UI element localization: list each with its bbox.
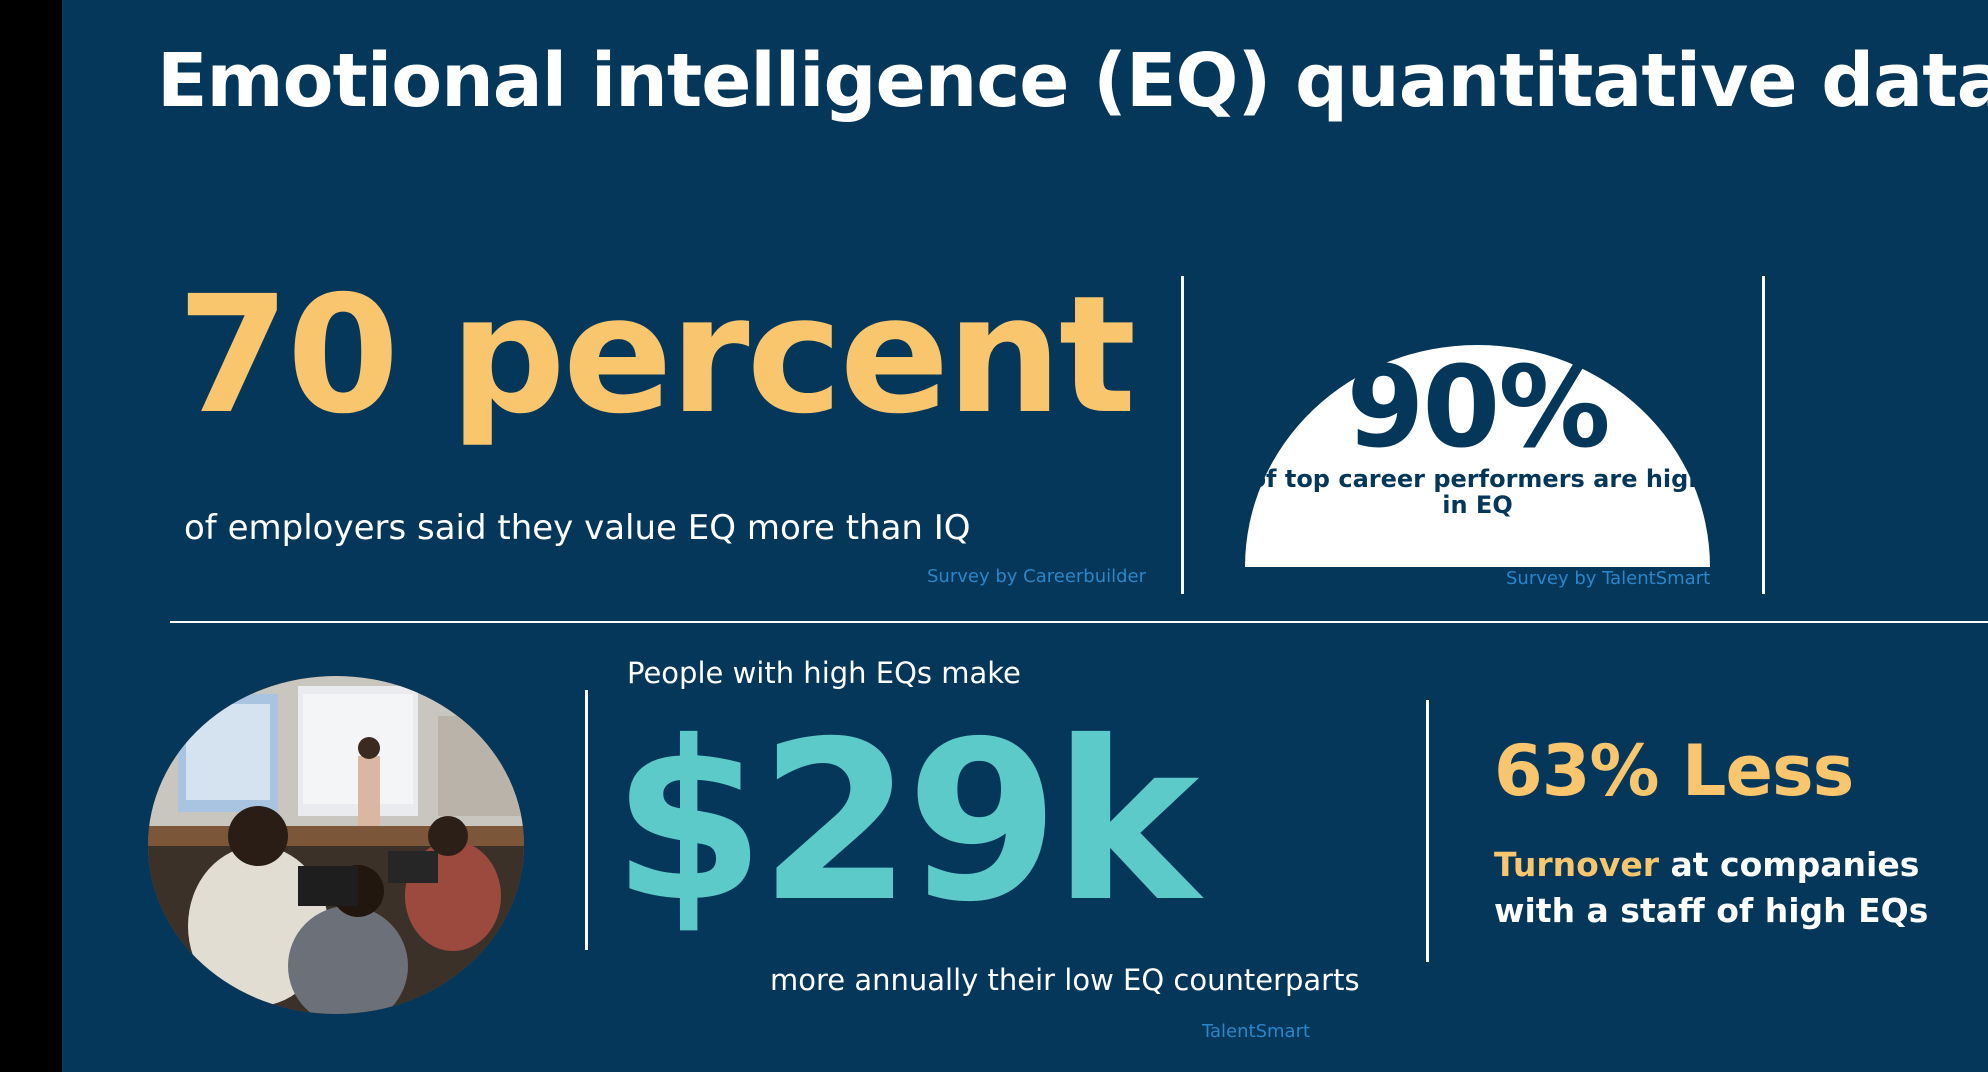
talentsmart-source-note: TalentSmart: [1202, 1021, 1311, 1042]
turnover-highlight: Turnover: [1494, 845, 1659, 884]
classroom-photo-illustration: [148, 676, 524, 1014]
stat-90-percent-value: 90%: [1346, 343, 1610, 473]
stat-70-percent-value: 70 percent: [177, 262, 1136, 450]
talentsmart-survey-source-note: Survey by TalentSmart: [1506, 568, 1711, 589]
stat-90-percent-description: of top career performers are high in EQ: [1249, 465, 1706, 520]
stat-63-percent-value: 63% Less: [1494, 730, 1854, 812]
vertical-divider: [1181, 276, 1184, 594]
stat-70-percent-description: of employers said they value EQ more tha…: [184, 508, 971, 548]
classroom-photo: [148, 676, 524, 1014]
vertical-divider: [1426, 700, 1429, 962]
slide-title: Emotional intelligence (EQ) quantitative…: [157, 38, 1988, 124]
vertical-divider: [1762, 276, 1765, 594]
vertical-divider: [585, 690, 588, 950]
stat-29k-description: more annually their low EQ counterparts: [770, 963, 1360, 997]
stat-63-percent-description: Turnover at companies with a staff of hi…: [1494, 842, 1934, 934]
slide: Emotional intelligence (EQ) quantitative…: [62, 0, 1988, 1072]
horizontal-divider: [170, 621, 1988, 623]
stat-63-percent-description-text: at companies with a staff of high EQs: [1494, 845, 1929, 931]
stat-29k-intro: People with high EQs make: [627, 656, 1021, 690]
careerbuilder-source-note: Survey by Careerbuilder: [927, 566, 1147, 587]
stat-29k-value: $29k: [612, 694, 1200, 950]
